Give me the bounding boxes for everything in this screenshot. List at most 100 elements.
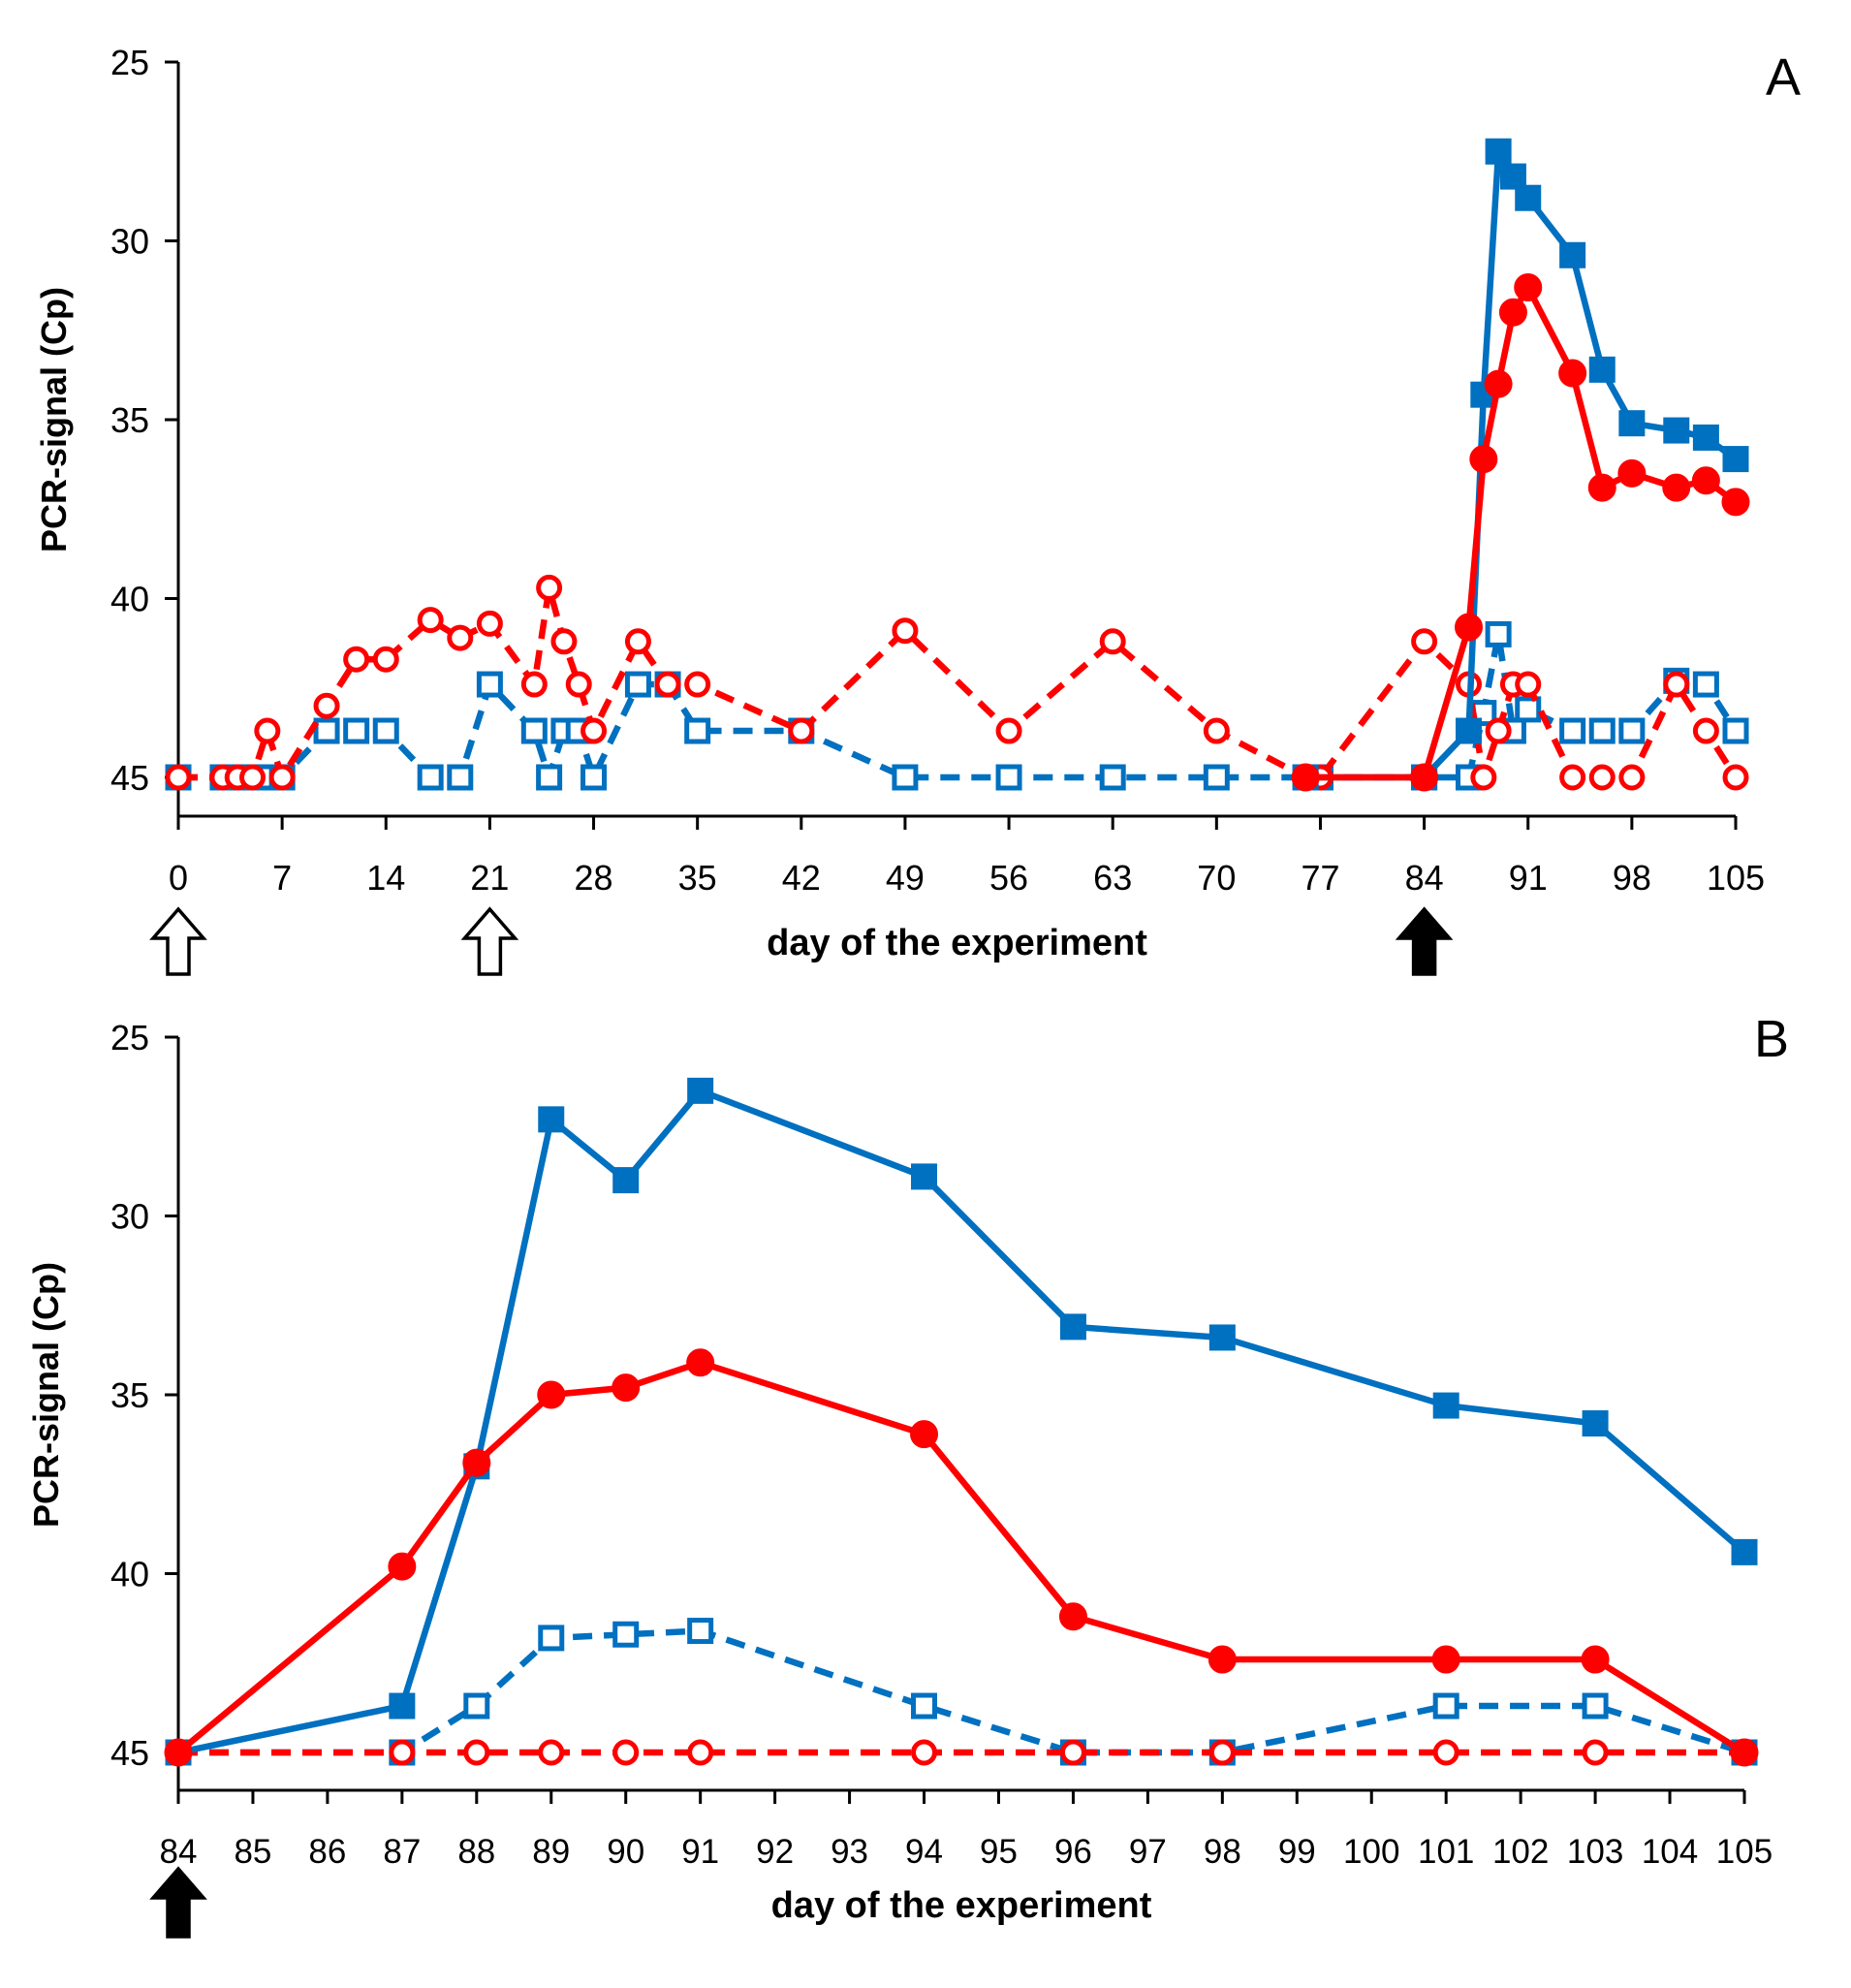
data-point-square bbox=[1722, 717, 1749, 744]
open-arrow-icon bbox=[460, 906, 519, 976]
y-tick-label: 30 bbox=[110, 222, 149, 262]
x-tick-label: 7 bbox=[272, 858, 292, 898]
data-point-square bbox=[343, 717, 370, 744]
data-point-circle bbox=[1582, 1739, 1609, 1766]
data-point-circle bbox=[565, 671, 592, 698]
data-point-circle bbox=[537, 1380, 566, 1409]
data-point-square bbox=[911, 1163, 938, 1190]
data-point-circle bbox=[1558, 359, 1587, 388]
data-point-square bbox=[1515, 696, 1542, 723]
data-point-square bbox=[536, 764, 563, 791]
y-tick-label: 30 bbox=[110, 1197, 149, 1237]
data-point-square bbox=[1432, 1692, 1459, 1720]
data-point-circle bbox=[684, 671, 711, 698]
x-tick-label: 35 bbox=[678, 858, 717, 898]
data-point-circle bbox=[268, 764, 296, 791]
x-tick-label: 101 bbox=[1418, 1833, 1474, 1871]
data-point-square bbox=[1588, 356, 1616, 383]
data-point-circle bbox=[1208, 1739, 1236, 1766]
data-point-square bbox=[538, 1625, 565, 1652]
data-point-circle bbox=[462, 1448, 491, 1477]
x-tick-label: 102 bbox=[1492, 1833, 1549, 1871]
data-point-square bbox=[911, 1692, 938, 1720]
data-point-circle bbox=[612, 1373, 641, 1403]
data-point-square bbox=[1582, 1410, 1609, 1437]
data-point-circle bbox=[417, 607, 444, 634]
data-point-circle bbox=[910, 1420, 939, 1449]
data-point-circle bbox=[1432, 1739, 1459, 1766]
x-tick-label: 84 bbox=[1405, 858, 1444, 898]
x-tick-label: 49 bbox=[886, 858, 925, 898]
data-point-circle bbox=[239, 764, 267, 791]
data-point-circle bbox=[1498, 298, 1527, 327]
data-point-circle bbox=[892, 617, 919, 645]
x-tick-label: 92 bbox=[756, 1833, 794, 1871]
x-tick-label: 98 bbox=[1613, 858, 1651, 898]
x-tick-label: 97 bbox=[1129, 1833, 1167, 1871]
x-tick-label: 21 bbox=[470, 858, 509, 898]
data-point-square bbox=[687, 1618, 714, 1645]
x-tick-label: 91 bbox=[681, 1833, 719, 1871]
data-point-circle bbox=[1410, 763, 1439, 792]
data-point-circle bbox=[1058, 1602, 1087, 1631]
series-line bbox=[178, 1627, 1745, 1756]
x-tick-label: 98 bbox=[1204, 1833, 1241, 1871]
series-blue-open-dashed bbox=[165, 620, 1749, 791]
x-tick-label: 63 bbox=[1093, 858, 1132, 898]
data-point-square bbox=[476, 671, 503, 698]
data-point-circle bbox=[254, 717, 281, 744]
data-point-circle bbox=[1411, 628, 1438, 655]
y-tick-label: 45 bbox=[110, 758, 149, 798]
data-point-circle bbox=[165, 764, 192, 791]
x-tick-label: 84 bbox=[160, 1833, 198, 1871]
data-point-circle bbox=[1484, 369, 1513, 398]
data-point-square bbox=[1692, 424, 1719, 451]
y-axis-title: PCR-signal (Cp) bbox=[26, 1262, 66, 1528]
data-point-circle bbox=[1291, 763, 1320, 792]
data-point-circle bbox=[372, 646, 399, 673]
data-point-circle bbox=[1469, 445, 1498, 474]
series-line bbox=[175, 1359, 1746, 1755]
data-point-circle bbox=[1618, 764, 1646, 791]
y-tick-label: 40 bbox=[110, 580, 149, 619]
data-point-circle bbox=[538, 1739, 565, 1766]
data-point-circle bbox=[788, 717, 815, 744]
x-tick-label: 86 bbox=[308, 1833, 346, 1871]
data-point-square bbox=[313, 717, 340, 744]
x-tick-label: 77 bbox=[1301, 858, 1339, 898]
x-tick-label: 105 bbox=[1707, 858, 1765, 898]
data-point-circle bbox=[1617, 458, 1647, 488]
data-point-circle bbox=[687, 1739, 714, 1766]
x-tick-label: 95 bbox=[980, 1833, 1018, 1871]
data-point-square bbox=[612, 1621, 640, 1648]
data-point-square bbox=[1515, 184, 1542, 211]
data-point-square bbox=[1588, 717, 1616, 744]
x-tick-label: 91 bbox=[1509, 858, 1548, 898]
data-point-circle bbox=[612, 1739, 640, 1766]
data-point-circle bbox=[476, 610, 503, 637]
data-point-circle bbox=[1515, 671, 1542, 698]
panel-a: 25 30 35 40 45 0 7 14 21 28 35 42 49 56 63 70 77 84 91 98 10… bbox=[34, 43, 1801, 976]
data-point-square bbox=[1582, 1692, 1609, 1720]
x-tick-label: 96 bbox=[1054, 1833, 1092, 1871]
data-point-square bbox=[1485, 138, 1512, 165]
x-tick-label: 100 bbox=[1343, 1833, 1399, 1871]
x-tick-label: 88 bbox=[457, 1833, 495, 1871]
series-blue-filled-solid bbox=[1292, 138, 1749, 791]
data-point-circle bbox=[1663, 671, 1690, 698]
data-point-circle bbox=[1721, 488, 1750, 517]
x-tick-label: 94 bbox=[905, 1833, 943, 1871]
data-point-circle bbox=[995, 717, 1022, 744]
data-point-square bbox=[1559, 241, 1586, 268]
x-tick-label: 105 bbox=[1716, 1833, 1773, 1871]
x-tick-label: 93 bbox=[831, 1833, 868, 1871]
x-axis-title: day of the experiment bbox=[767, 923, 1147, 963]
data-point-square bbox=[538, 1106, 565, 1133]
series-red-filled-solid bbox=[1291, 272, 1750, 792]
data-point-circle bbox=[1514, 272, 1543, 301]
filled-arrow-icon bbox=[149, 1866, 207, 1939]
data-point-circle bbox=[1203, 717, 1230, 744]
x-tick-label: 103 bbox=[1567, 1833, 1623, 1871]
data-point-circle bbox=[624, 628, 651, 655]
y-tick-label: 25 bbox=[110, 1018, 149, 1057]
